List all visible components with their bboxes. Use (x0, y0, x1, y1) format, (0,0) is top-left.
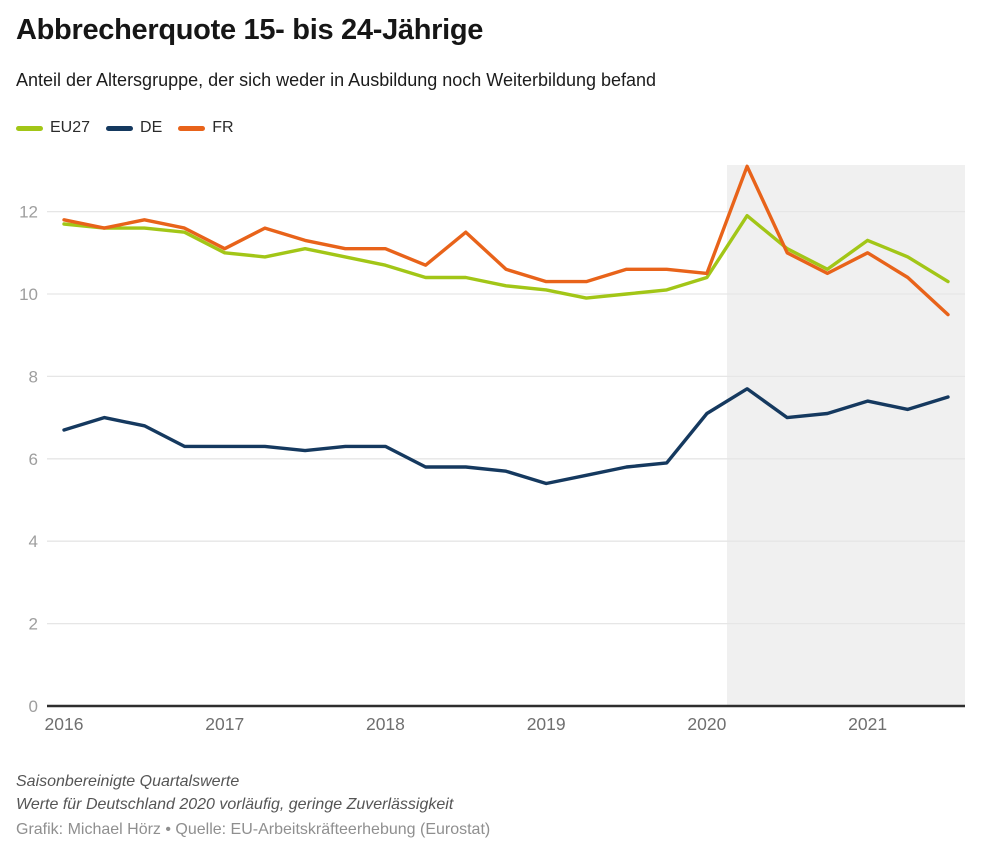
legend-label-fr: FR (212, 119, 234, 136)
legend: EU27 DE FR (16, 119, 234, 137)
series-line-eu27 (62, 213, 950, 300)
y-axis-tick-label: 0 (29, 697, 38, 716)
legend-item-eu27: EU27 (16, 119, 90, 137)
legend-label-de: DE (140, 119, 163, 136)
x-axis-tick-label: 2020 (687, 714, 726, 734)
line-chart: 0 2 4 6 8 10 12 2016 2017 2018 2019 2020 2021 (0, 140, 983, 760)
chart-svg: 0 2 4 6 8 10 12 2016 2017 2018 2019 2020 2021 (19, 164, 965, 734)
x-axis-tick-label: 2021 (848, 714, 887, 734)
highlight-region (726, 165, 965, 706)
x-axis-tick-label: 2016 (45, 714, 84, 734)
x-axis-tick-label: 2018 (366, 714, 405, 734)
x-axis-tick-label: 2019 (527, 714, 566, 734)
legend-swatch-de-icon (106, 125, 134, 131)
legend-item-de: DE (106, 119, 162, 137)
series-line-de (62, 387, 950, 486)
footer-note-2: Werte für Deutschland 2020 vorläufig, ge… (16, 796, 454, 813)
x-axis-tick-label: 2017 (205, 714, 244, 734)
y-axis-tick-label: 6 (29, 450, 38, 469)
legend-swatch-eu27-icon (16, 125, 43, 131)
legend-swatch-fr-icon (178, 125, 206, 131)
y-axis-tick-label: 12 (19, 203, 38, 222)
y-axis-tick-label: 2 (29, 615, 38, 634)
footer-note-1: Saisonbereinigte Quartalswerte (16, 773, 240, 790)
page-title: Abbrecherquote 15- bis 24-Jährige (16, 14, 484, 46)
footer-credit: Grafik: Michael Hörz • Quelle: EU-Arbeit… (16, 821, 491, 838)
y-axis-tick-label: 10 (19, 285, 38, 304)
legend-item-fr: FR (178, 119, 234, 137)
y-axis-tick-label: 8 (29, 367, 38, 386)
legend-label-eu27: EU27 (50, 119, 91, 136)
chart-subtitle: Anteil der Altersgruppe, der sich weder … (16, 70, 657, 90)
y-axis-tick-label: 4 (29, 532, 38, 551)
series-line-fr (62, 164, 950, 317)
chart-footer: Saisonbereinigte Quartalswerte Werte für… (16, 770, 490, 839)
